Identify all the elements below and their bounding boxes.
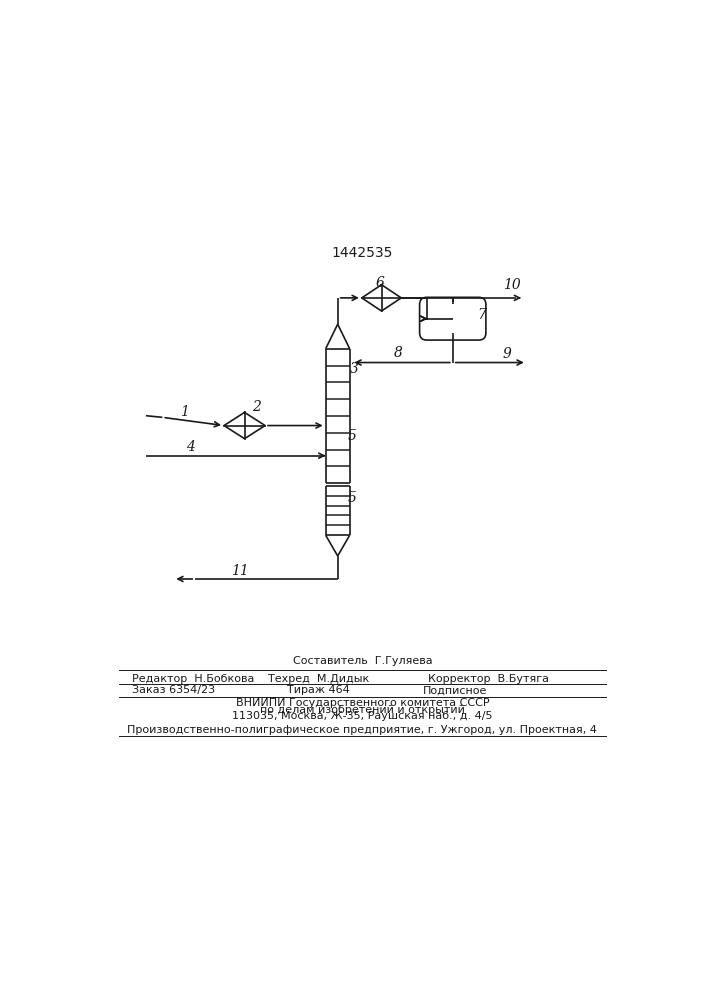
Text: Редактор  Н.Бобкова: Редактор Н.Бобкова [132, 674, 255, 684]
Text: 4: 4 [186, 440, 195, 454]
Text: Заказ 6354/23: Заказ 6354/23 [132, 685, 216, 695]
Text: по делам изобретений и открытий: по делам изобретений и открытий [260, 705, 464, 715]
Text: 10: 10 [503, 278, 521, 292]
Text: 6: 6 [376, 276, 385, 290]
Text: 9: 9 [502, 347, 511, 361]
Text: 5: 5 [348, 491, 357, 505]
Text: Подписное: Подписное [423, 685, 488, 695]
Text: Производственно-полиграфическое предприятие, г. Ужгород, ул. Проектная, 4: Производственно-полиграфическое предприя… [127, 725, 597, 735]
Text: 1: 1 [180, 405, 189, 419]
Text: 2: 2 [252, 400, 261, 414]
Text: 11: 11 [231, 564, 249, 578]
Text: Тираж 464: Тираж 464 [287, 685, 350, 695]
Text: ВНИИПИ Государственного комитета СССР: ВНИИПИ Государственного комитета СССР [235, 698, 489, 708]
Text: 5: 5 [348, 429, 357, 443]
Text: 113035, Москва, Ж-35, Раушская наб., д. 4/5: 113035, Москва, Ж-35, Раушская наб., д. … [232, 711, 493, 721]
Text: 3: 3 [350, 362, 358, 376]
Text: Корректор  В.Бутяга: Корректор В.Бутяга [428, 674, 549, 684]
Text: 1442535: 1442535 [332, 246, 393, 260]
Text: Техред  М.Дидык: Техред М.Дидык [268, 674, 369, 684]
Text: 7: 7 [477, 308, 486, 322]
Text: 8: 8 [394, 346, 403, 360]
Text: Составитель  Г.Гуляева: Составитель Г.Гуляева [293, 656, 432, 666]
